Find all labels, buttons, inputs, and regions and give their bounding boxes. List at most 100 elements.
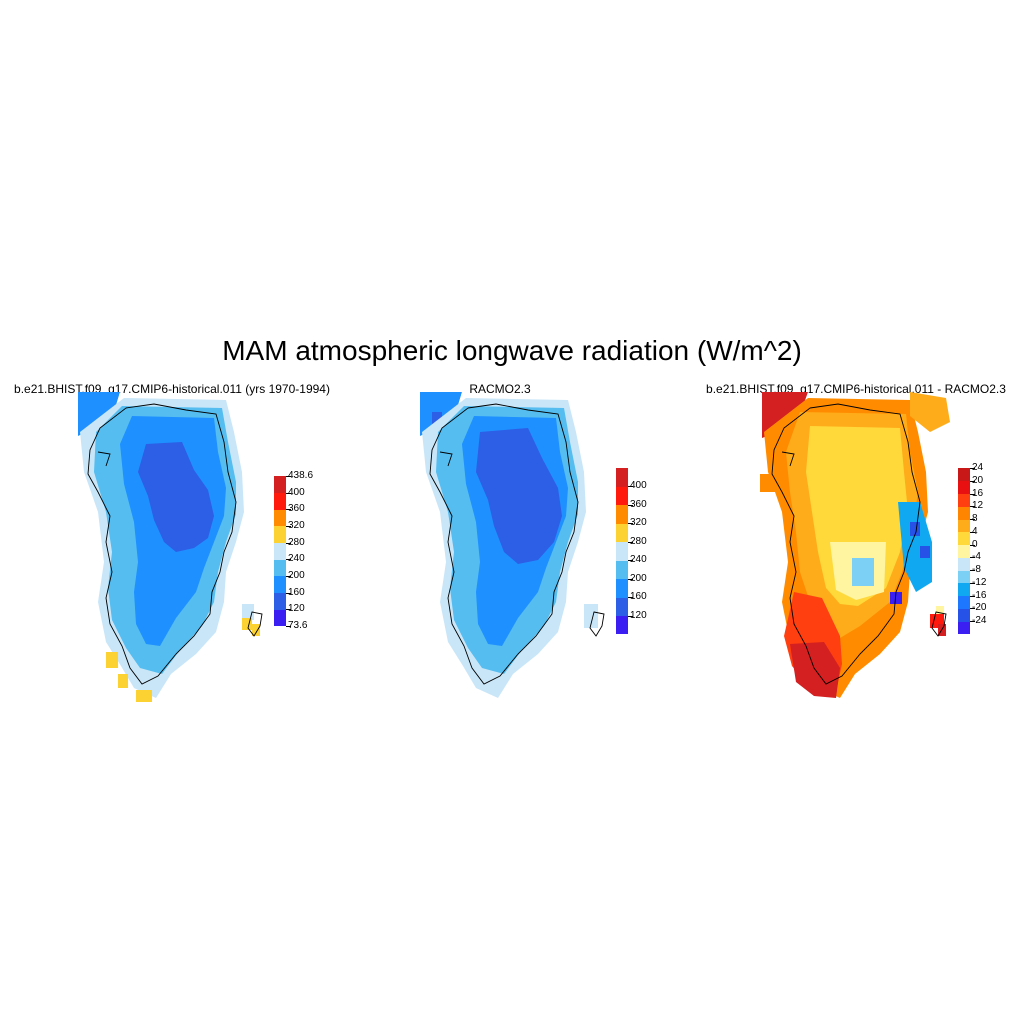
- colorbar-tick: [970, 480, 975, 482]
- colorbar-tick: [286, 592, 291, 594]
- colorbar-swatch: [274, 559, 286, 577]
- colorbar-label: 4: [972, 525, 978, 537]
- colorbar-swatch: [958, 595, 970, 609]
- coastline: [771, 403, 947, 685]
- colorbar-tick: [628, 486, 633, 488]
- difference-field: [760, 392, 950, 698]
- colorbar-tick: [970, 582, 975, 584]
- panel-title-racmo: RACMO2.3: [469, 382, 531, 396]
- colorbar-label: -16: [972, 589, 987, 601]
- colorbar-tick: [628, 560, 633, 562]
- colorbar-swatch: [274, 526, 286, 544]
- colorbar-label: 400: [630, 480, 647, 492]
- colorbar-tick: [970, 519, 975, 521]
- colorbar-swatch: [274, 576, 286, 594]
- colorbar-label: 360: [288, 503, 305, 515]
- colorbar-tick: [286, 559, 291, 561]
- colorbar-swatch: [274, 592, 286, 610]
- colorbar-label: 8: [972, 513, 978, 525]
- colorbar-label: -12: [972, 576, 987, 588]
- map-racmo-longwave: [420, 392, 605, 698]
- colorbar-label: 120: [288, 603, 305, 615]
- colorbar-tick: [970, 595, 975, 597]
- racmo-field: [420, 392, 598, 698]
- colorbar-tick: [970, 621, 975, 623]
- colorbar-swatch: [616, 597, 628, 617]
- colorbar-label: 280: [630, 535, 647, 547]
- colorbar-swatch: [616, 578, 628, 598]
- colorbar-tick: [286, 542, 291, 544]
- colorbar-label: -20: [972, 602, 987, 614]
- colorbar-tick: [628, 504, 633, 506]
- colorbar-label: 160: [630, 591, 647, 603]
- colorbar-label: 400: [288, 486, 305, 498]
- colorbar-label: 160: [288, 586, 305, 598]
- colorbar-tick: [286, 626, 291, 627]
- colorbar-swatch: [958, 531, 970, 546]
- colorbar-difference: -24 -20 -16 -12 -8 -4 0 4 8 12 16 20 24: [958, 462, 986, 635]
- colorbar-label: 200: [288, 570, 305, 581]
- colorbar-tick: [286, 526, 291, 527]
- colorbar-swatch: [616, 504, 628, 524]
- colorbar-swatch: [958, 557, 970, 571]
- colorbar-label: 24: [972, 462, 984, 473]
- colorbar-tick: [970, 570, 975, 572]
- colorbar-swatch: [958, 519, 970, 533]
- colorbar-swatch: [616, 486, 628, 506]
- colorbar-tick: [628, 523, 633, 525]
- colorbar-tick: [286, 509, 291, 511]
- colorbar-label: -4: [972, 551, 981, 563]
- colorbar-swatch: [958, 582, 970, 597]
- colorbar-tick: [970, 557, 975, 559]
- colorbar-swatch: [616, 560, 628, 580]
- colorbar-swatch: [616, 541, 628, 561]
- colorbar-label: 320: [630, 517, 647, 529]
- colorbar-label: 240: [288, 553, 305, 565]
- colorbar-label: 0: [972, 538, 978, 550]
- colorbar-label: 360: [630, 498, 647, 510]
- colorbar-swatch: [958, 480, 970, 495]
- coastline: [429, 403, 605, 685]
- colorbar-label: -24: [972, 615, 987, 627]
- colorbar-tick: [286, 609, 291, 611]
- map-difference-longwave: [760, 392, 950, 698]
- colorbar-swatch: [958, 621, 970, 635]
- colorbar-tick: [970, 531, 975, 533]
- colorbar-label: 320: [288, 520, 305, 531]
- colorbar-swatch: [274, 609, 286, 627]
- colorbar-swatch: [274, 476, 286, 494]
- colorbar-swatch: [958, 506, 970, 520]
- colorbar-tick: [628, 597, 633, 599]
- colorbar-swatch: [958, 570, 970, 584]
- colorbar-tick: [628, 541, 633, 543]
- colorbar-tick: [628, 578, 633, 580]
- colorbar-label: 16: [972, 487, 984, 499]
- colorbar-label: 200: [630, 572, 647, 584]
- colorbar-tick: [970, 506, 975, 508]
- colorbar-tick: [286, 476, 291, 477]
- colorbar-label: 12: [972, 500, 984, 512]
- coastline: [87, 403, 263, 685]
- colorbar-label: 120: [630, 609, 647, 621]
- colorbar-swatch: [616, 523, 628, 543]
- model-field: [78, 392, 260, 702]
- colorbar-tick: [286, 492, 291, 494]
- colorbar-tick: [970, 468, 975, 469]
- colorbar-tick: [970, 544, 975, 546]
- colorbar-tick: [970, 608, 975, 610]
- figure-title: MAM atmospheric longwave radiation (W/m^…: [222, 335, 802, 366]
- colorbar-racmo: 120 160 200 240 280 320 360 400: [616, 468, 647, 635]
- colorbar-label: 280: [288, 536, 305, 548]
- colorbar-label: 438.6: [288, 470, 314, 481]
- colorbar-label: -8: [972, 564, 981, 576]
- colorbar-swatch: [958, 493, 970, 507]
- colorbar-tick: [628, 615, 633, 617]
- colorbar-label: 240: [630, 554, 647, 566]
- colorbar-swatch: [274, 509, 286, 527]
- colorbar-swatch: [958, 608, 970, 622]
- colorbar-swatch: [958, 544, 970, 558]
- colorbar-label: 20: [972, 474, 984, 486]
- colorbar-tick: [286, 576, 291, 577]
- colorbar-swatch: [274, 542, 286, 560]
- map-model-longwave: [78, 392, 263, 702]
